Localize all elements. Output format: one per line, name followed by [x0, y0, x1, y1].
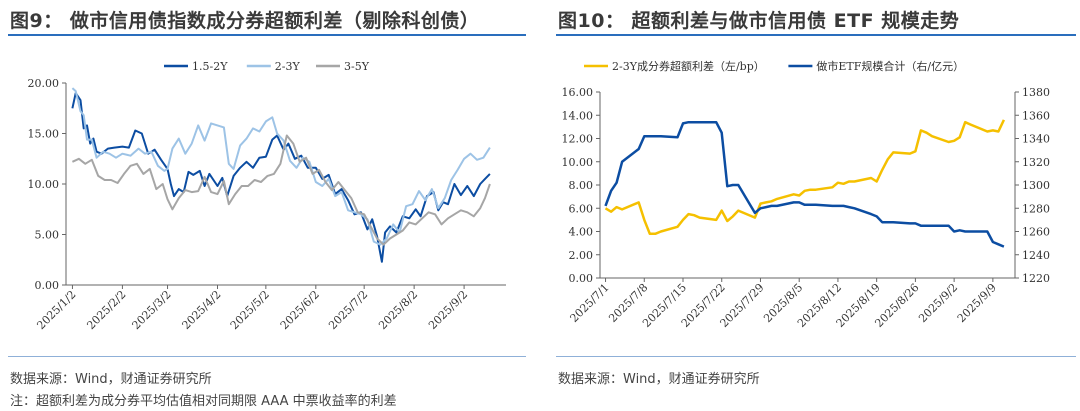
series-line-2-3y-bp [604, 119, 1006, 236]
y2-tick-label: 1220 [1022, 272, 1050, 285]
legend-label: 3-5Y [344, 60, 370, 73]
y2-tick-label: 1280 [1022, 202, 1050, 215]
left-figure-panel: 图9： 做市信用债指数成分券超额利差（剔除科创债） 0.00 5.00 10.00 1… [0, 0, 530, 411]
y-tick-label: 10.00 [562, 156, 594, 169]
x-tick-label: 2025/9/2 [916, 281, 960, 325]
legend-label: 1.5-2Y [192, 60, 228, 73]
legend-label: 做市ETF规模合计（右/亿元） [816, 59, 964, 73]
right-spread-etf-chart: 0.00 2.00 4.00 6.00 8.00 10.00 12.00 14.00 16.00… [562, 59, 1051, 330]
x-tick-label: 2025/2/2 [84, 288, 128, 332]
y-tick-label: 6.00 [569, 202, 594, 215]
y-tick-label: 8.00 [569, 179, 594, 192]
x-tick-label: 2025/9/9 [955, 281, 999, 325]
y2-tick-label: 1340 [1022, 133, 1050, 146]
y-tick-label: 5.00 [35, 229, 60, 242]
x-tick-label: 2025/6/2 [278, 288, 322, 332]
right-title-rule [556, 34, 1076, 36]
y2-tick-label: 1300 [1022, 179, 1050, 192]
y2-tick-label: 1260 [1022, 226, 1050, 239]
x-tick-label: 2025/3/2 [130, 288, 174, 332]
y-tick-label: 14.00 [562, 109, 594, 122]
x-tick-label: 2025/4/2 [179, 288, 223, 332]
series-line-3-5y [71, 134, 491, 246]
left-footnote: 注：超额利差为成分券平均估值相对同期限 AAA 中票收益率的利差 [10, 394, 397, 409]
y-tick-label: 20.00 [28, 77, 60, 90]
y2-tick-label: 1240 [1022, 249, 1050, 262]
y-tick-label: 0.00 [35, 279, 60, 292]
x-tick-label: 2025/7/2 [326, 288, 370, 332]
x-tick-label: 2025/5/2 [228, 288, 272, 332]
series-line-2-3y [71, 87, 491, 246]
y-tick-label: 12.00 [562, 133, 594, 146]
x-tick-label: 2025/1/2 [34, 288, 78, 332]
right-figure-title: 图10： 超额利差与做市信用债 ETF 规模走势 [558, 10, 960, 32]
left-data-source: 数据来源：Wind，财通证券研究所 [10, 372, 212, 387]
y-tick-label: 0.00 [569, 272, 594, 285]
y2-tick-label: 1320 [1022, 156, 1050, 169]
series-line-etf [604, 120, 1005, 248]
x-tick-label: 2025/8/2 [376, 288, 420, 332]
y-tick-label: 4.00 [569, 226, 594, 239]
right-figure-panel: 图10： 超额利差与做市信用债 ETF 规模走势 0.00 2.00 4.00 6.0… [548, 0, 1080, 411]
y-tick-label: 10.00 [28, 178, 60, 191]
legend-label: 2-3Y成分券超额利差（左/bp） [612, 59, 765, 73]
y-tick-label: 16.00 [562, 86, 594, 99]
left-figure-title: 图9： 做市信用债指数成分券超额利差（剔除科创债） [10, 10, 480, 32]
left-bottom-rule [8, 356, 526, 357]
right-data-source: 数据来源：Wind，财通证券研究所 [558, 372, 760, 387]
y2-tick-label: 1360 [1022, 109, 1050, 122]
legend-label: 2-3Y [275, 60, 301, 73]
x-tick-label: 2025/9/2 [426, 288, 470, 332]
right-bottom-rule [556, 356, 1076, 357]
x-tick-label: 2025/7/1 [568, 281, 612, 325]
y-tick-label: 15.00 [28, 128, 60, 141]
left-title-rule [8, 34, 526, 36]
y-tick-label: 2.00 [569, 249, 594, 262]
y2-tick-label: 1380 [1022, 86, 1050, 99]
series-line-1-5-2y [71, 92, 491, 263]
